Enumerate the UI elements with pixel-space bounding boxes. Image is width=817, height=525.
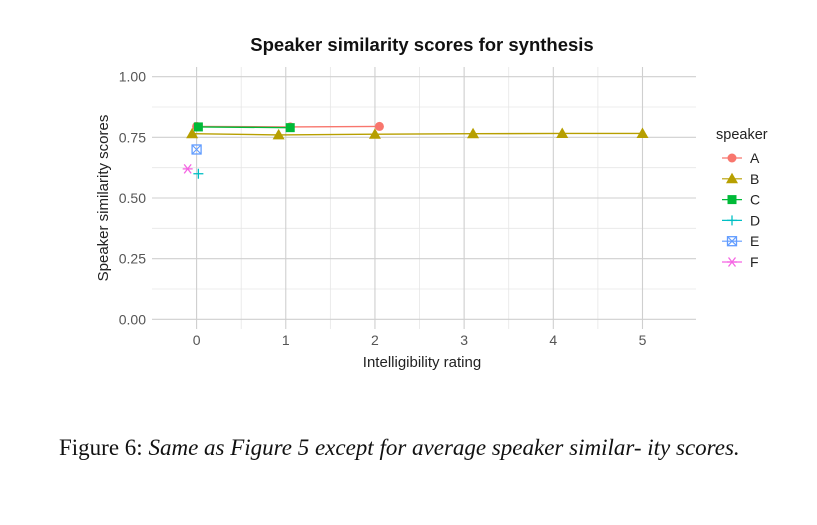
data-point-c (285, 123, 295, 133)
legend-item-f: F (722, 254, 759, 270)
legend-label: A (750, 150, 760, 166)
legend-item-d: D (722, 212, 760, 228)
y-tick-labels: 0.00 0.25 0.50 0.75 1.00 (119, 69, 146, 328)
series-line-c (198, 126, 291, 129)
chart-title: Speaker similarity scores for synthesis (250, 34, 593, 55)
legend-key-marker (726, 172, 738, 184)
series-line-b (192, 132, 643, 136)
data-point-b (636, 127, 649, 138)
legend-label: B (750, 171, 759, 187)
x-tick-label: 4 (549, 332, 557, 348)
legend-item-b: B (722, 171, 759, 187)
data-point-b (186, 127, 199, 139)
data-point-c (193, 122, 203, 132)
x-axis-label: Intelligibility rating (363, 354, 481, 371)
legend-label: E (750, 233, 759, 249)
y-tick-label: 0.25 (119, 251, 146, 267)
figure-caption: Figure 6: Same as Figure 5 except for av… (59, 432, 759, 463)
y-tick-label: 0.00 (119, 311, 146, 327)
caption-lead: Figure 6: (59, 435, 143, 460)
legend-key-marker (727, 195, 737, 205)
data-point-f (182, 163, 193, 174)
legend-item-c: C (722, 192, 760, 208)
y-tick-label: 1.00 (119, 69, 146, 85)
legend-key-marker (727, 153, 737, 163)
series-markers (182, 121, 649, 179)
caption-body: Same as Figure 5 except for average spea… (148, 435, 740, 460)
data-point-b (556, 127, 569, 138)
speaker-similarity-chart: Speaker similarity scores for synthesis … (95, 34, 768, 371)
data-point-d (193, 168, 204, 179)
data-point-b (368, 128, 381, 139)
legend-key-marker (727, 215, 737, 226)
data-point-b (467, 127, 480, 139)
legend-title: speaker (716, 127, 768, 143)
legend-label: C (750, 192, 760, 208)
x-tick-label: 5 (639, 332, 647, 348)
x-tick-label: 1 (282, 332, 290, 348)
x-tick-label: 2 (371, 332, 379, 348)
y-tick-label: 0.50 (119, 190, 146, 206)
legend-key-marker (726, 236, 738, 247)
x-tick-labels: 0 1 2 3 4 5 (193, 332, 647, 348)
legend-label: D (750, 212, 760, 228)
x-tick-label: 3 (460, 332, 468, 348)
legend-key-marker (727, 257, 737, 267)
data-point-b (272, 128, 285, 140)
legend-item-a: A (722, 150, 760, 166)
y-axis-label: Speaker similarity scores (95, 115, 112, 282)
data-point-a (374, 121, 384, 131)
x-tick-label: 0 (193, 332, 201, 348)
y-tick-label: 0.75 (119, 129, 146, 145)
data-point-e (191, 144, 202, 155)
legend-label: F (750, 254, 759, 270)
grid-lines (152, 67, 696, 329)
legend-item-e: E (722, 233, 759, 249)
series-lines (192, 125, 643, 136)
